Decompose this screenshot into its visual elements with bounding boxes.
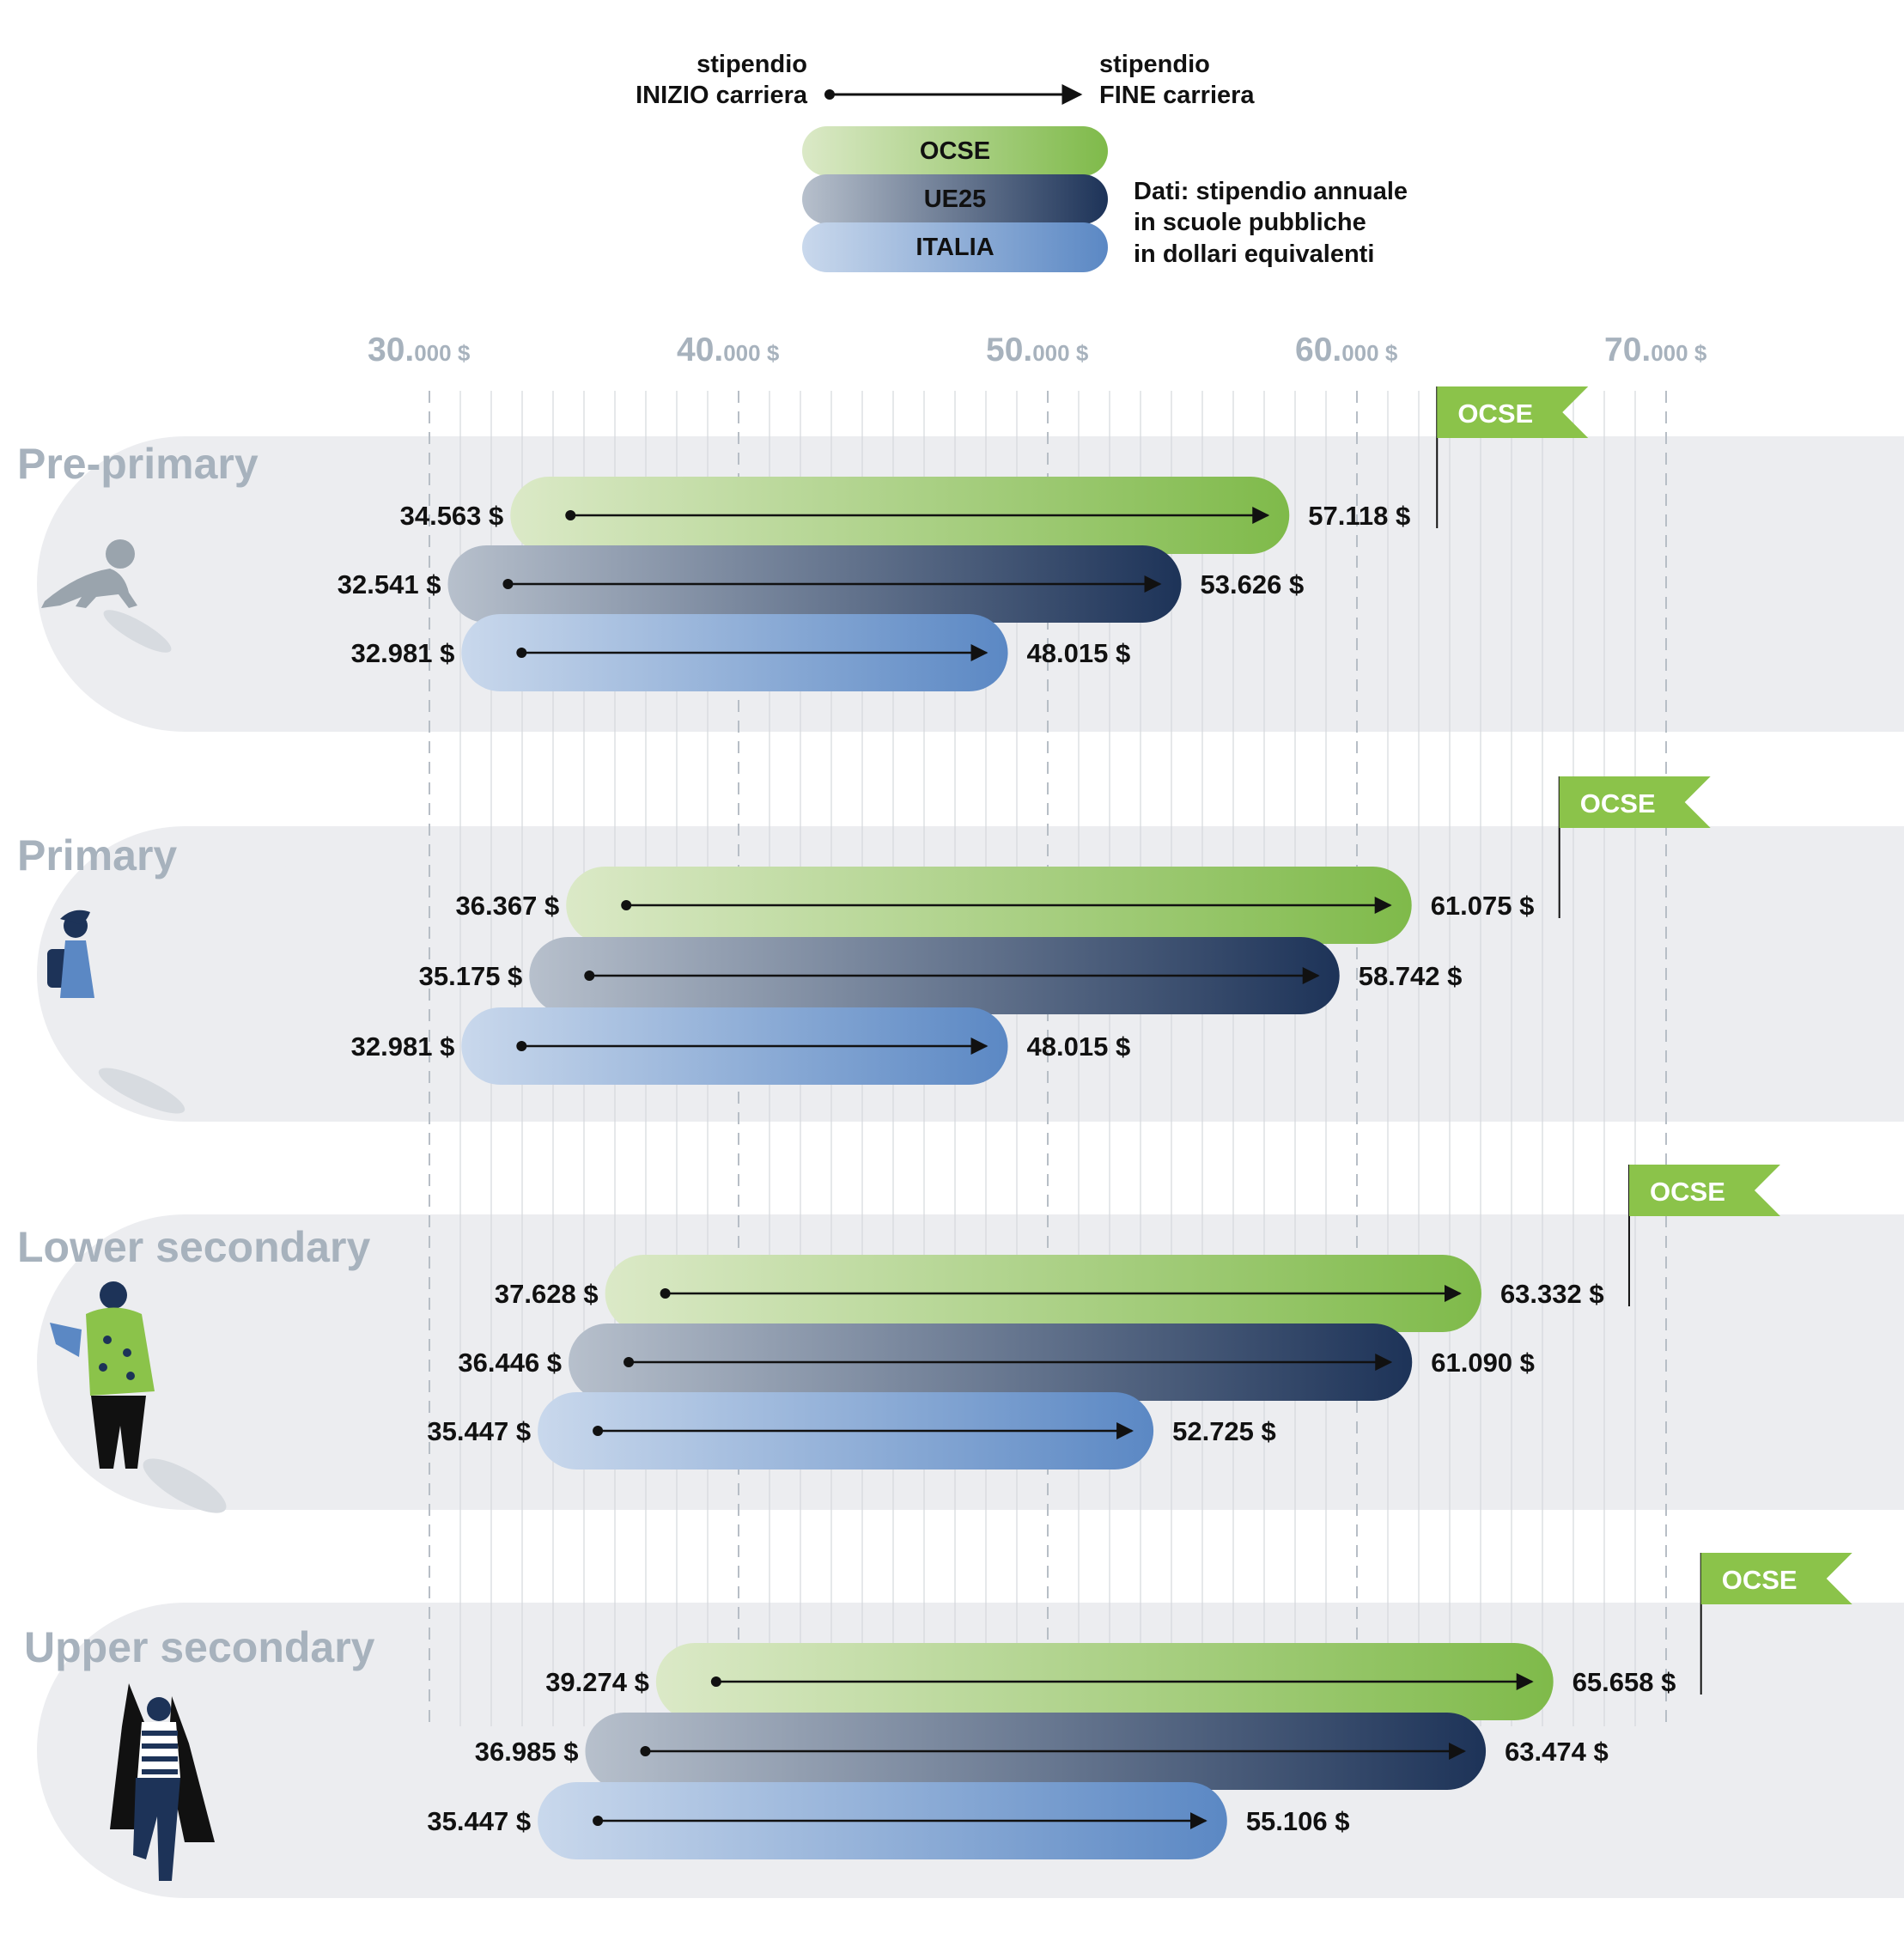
- legend-start-label-line2: INIZIO carriera: [636, 82, 808, 109]
- bar-start-label: 36.985 $: [475, 1737, 579, 1767]
- legend-end-label-line1: stipendio: [1099, 51, 1210, 78]
- illustrations: [41, 539, 227, 1881]
- bar-start-label: 36.367 $: [456, 891, 560, 921]
- bar-end-label: 48.015 $: [1027, 638, 1131, 668]
- ocse-flag: [1559, 776, 1711, 828]
- girl-student-icon: [47, 910, 186, 1114]
- legend-series-ocse: OCSE: [920, 137, 990, 165]
- legend-note-line1: Dati: stipendio annuale: [1134, 178, 1408, 205]
- bar-start-label: 36.446 $: [458, 1348, 562, 1378]
- legend-note-line2: in scuole pubbliche: [1134, 209, 1366, 236]
- ocse-flag: [1628, 1165, 1780, 1216]
- legend-note-line3: in dollari equivalenti: [1134, 240, 1374, 268]
- ocse-flag: [1700, 1553, 1852, 1604]
- axis-tick-label: 70.000 $: [1604, 332, 1707, 368]
- baby-crawling-icon: [41, 539, 172, 653]
- ocse-flag-label: OCSE: [1457, 399, 1533, 429]
- section-titles: Pre-primary Primary Lower secondary Upper s…: [17, 440, 375, 1671]
- legend-series-italia: ITALIA: [916, 234, 994, 261]
- bar-end-label: 65.658 $: [1572, 1667, 1676, 1697]
- bar-start-label: 37.628 $: [495, 1279, 599, 1309]
- legend: stipendio INIZIO carriera stipendio FINE…: [636, 51, 1408, 272]
- ocse-flag: [1437, 386, 1589, 438]
- legend-swatch-ue25: [802, 174, 1108, 224]
- bar-end-label: 55.106 $: [1246, 1806, 1350, 1836]
- legend-start-label-line1: stipendio: [697, 51, 807, 78]
- ocse-flag-label: OCSE: [1650, 1177, 1725, 1207]
- axis-tick-label: 40.000 $: [677, 332, 780, 368]
- bar-end-label: 53.626 $: [1201, 569, 1305, 599]
- bar-end-label: 58.742 $: [1359, 961, 1463, 991]
- bar-start-label: 32.981 $: [351, 1031, 455, 1062]
- legend-swatch-italia: [802, 222, 1108, 272]
- axis-tick-label: 60.000 $: [1295, 332, 1398, 368]
- bar-start-label: 34.563 $: [400, 501, 504, 531]
- ocse-flag-label: OCSE: [1722, 1565, 1798, 1595]
- legend-end-label-line2: FINE carriera: [1099, 82, 1255, 109]
- bar-end-label: 63.474 $: [1505, 1737, 1609, 1767]
- legend-series-ue25: UE25: [924, 186, 987, 213]
- bars: 34.563 $ 57.118 $ 32.541 $ 53.626 $ 32.981 $…: [338, 477, 1676, 1859]
- bar-start-label: 35.447 $: [427, 1806, 531, 1836]
- section-band-cap: [37, 826, 332, 1122]
- boy-student-icon: [50, 1281, 227, 1513]
- bar-start-label: 35.175 $: [419, 961, 523, 991]
- section-title: Lower secondary: [17, 1223, 370, 1271]
- bar-start-label: 39.274 $: [545, 1667, 649, 1697]
- legend-swatch-ocse: [802, 126, 1108, 176]
- bar-start-label: 35.447 $: [427, 1416, 531, 1446]
- ocse-flags: OCSE OCSE OCSE OCSE: [1436, 386, 1852, 1695]
- ocse-flag-label: OCSE: [1580, 788, 1656, 818]
- teen-student-icon: [110, 1683, 215, 1881]
- bar-end-label: 61.075 $: [1431, 891, 1535, 921]
- x-axis: 30.000 $ 40.000 $ 50.000 $ 60.000 $ 70.000 $: [368, 332, 1707, 368]
- bar-start-label: 32.541 $: [338, 569, 441, 599]
- bar-start-label: 32.981 $: [351, 638, 455, 668]
- section-band-cap: [37, 436, 332, 732]
- axis-tick-label: 50.000 $: [986, 332, 1089, 368]
- axis-tick-label: 30.000 $: [368, 332, 471, 368]
- bar-end-label: 48.015 $: [1027, 1031, 1131, 1062]
- section-title: Upper secondary: [24, 1623, 375, 1671]
- bar-end-label: 52.725 $: [1172, 1416, 1276, 1446]
- bar-end-label: 61.090 $: [1431, 1348, 1535, 1378]
- section-title: Pre-primary: [17, 440, 259, 488]
- bar-end-label: 57.118 $: [1308, 501, 1410, 531]
- section-title: Primary: [17, 831, 177, 879]
- bar-end-label: 63.332 $: [1500, 1279, 1604, 1309]
